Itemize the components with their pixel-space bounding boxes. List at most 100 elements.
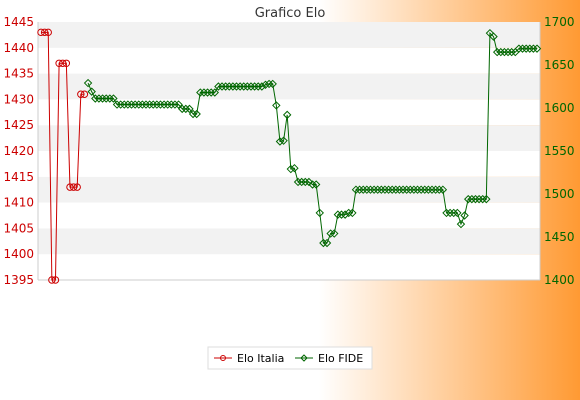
- left-tick-label: 1445: [3, 15, 34, 29]
- data-point: [391, 185, 401, 194]
- data-point: [181, 104, 191, 114]
- data-point: [308, 180, 317, 189]
- right-axis-ticks: 1400 1450 1500 1550 1600 1650 1700: [544, 15, 575, 287]
- data-point: [188, 109, 198, 119]
- left-tick-label: 1395: [3, 273, 34, 287]
- right-tick-label: 1650: [544, 58, 575, 72]
- data-point: [206, 88, 216, 97]
- data-point: [521, 44, 531, 53]
- series-layer: [37, 28, 542, 284]
- data-point: [297, 177, 306, 187]
- data-point: [275, 137, 285, 146]
- data-point: [384, 185, 393, 194]
- data-point: [101, 94, 111, 103]
- data-point: [449, 208, 458, 218]
- data-point: [192, 109, 201, 119]
- data-point: [413, 185, 422, 194]
- data-point: [424, 185, 433, 194]
- data-point: [152, 100, 162, 109]
- data-point: [373, 185, 382, 194]
- data-point: [344, 208, 353, 218]
- data-point: [170, 100, 180, 109]
- data-point: [398, 185, 408, 194]
- plot-background: [37, 22, 541, 281]
- data-point: [48, 276, 56, 284]
- legend-italia-marker: [220, 355, 226, 361]
- data-point: [529, 44, 538, 53]
- right-tick-label: 1400: [544, 273, 575, 287]
- data-point: [272, 101, 281, 110]
- data-point: [261, 80, 270, 89]
- data-point: [141, 100, 151, 109]
- data-point: [109, 94, 118, 103]
- series-elo-fide: [83, 28, 542, 248]
- right-tick-label: 1450: [544, 230, 575, 244]
- data-point: [217, 82, 227, 91]
- data-point: [83, 78, 93, 88]
- data-point: [59, 59, 67, 67]
- data-point: [264, 79, 274, 89]
- data-point: [80, 90, 89, 98]
- data-point: [359, 185, 368, 194]
- series-elo-italia: [37, 28, 89, 284]
- data-point: [123, 100, 133, 109]
- data-point: [406, 185, 415, 194]
- data-point: [159, 100, 169, 109]
- data-point: [322, 238, 332, 248]
- data-point: [203, 88, 212, 97]
- grid-band: [38, 99, 540, 126]
- data-point: [116, 100, 125, 109]
- data-point: [478, 194, 487, 204]
- data-point: [416, 185, 426, 194]
- data-point: [402, 185, 411, 194]
- data-point: [467, 194, 477, 204]
- data-point: [37, 28, 45, 37]
- left-tick-label: 1410: [3, 196, 34, 210]
- data-point: [427, 185, 437, 194]
- grid-band: [38, 73, 540, 100]
- data-point: [69, 183, 78, 191]
- data-point: [366, 185, 375, 194]
- data-point: [503, 47, 513, 57]
- data-point: [290, 163, 299, 173]
- data-point: [177, 104, 187, 114]
- data-point: [514, 44, 524, 53]
- grid-band: [38, 176, 540, 203]
- data-point: [130, 100, 140, 109]
- data-point: [268, 79, 277, 89]
- data-point: [98, 94, 107, 103]
- data-point: [507, 47, 516, 57]
- data-point: [489, 32, 498, 41]
- data-point: [456, 219, 466, 229]
- left-tick-label: 1400: [3, 247, 34, 261]
- data-point: [471, 194, 480, 204]
- left-tick-label: 1425: [3, 118, 34, 132]
- legend-fide-marker: [300, 354, 308, 362]
- data-point: [257, 82, 267, 91]
- data-point: [351, 185, 361, 194]
- data-point: [138, 100, 147, 109]
- data-point: [246, 82, 256, 91]
- data-point: [73, 183, 81, 191]
- data-point: [239, 82, 248, 91]
- left-tick-label: 1415: [3, 170, 34, 184]
- data-point: [167, 100, 176, 109]
- data-point: [44, 28, 52, 37]
- data-point: [87, 87, 96, 96]
- data-point: [40, 28, 49, 37]
- data-point: [420, 185, 429, 194]
- legend-italia-label: Elo Italia: [237, 352, 284, 365]
- data-point: [474, 194, 484, 204]
- data-point: [185, 104, 194, 114]
- data-point: [348, 208, 357, 218]
- legend-box: [207, 346, 373, 370]
- data-point: [315, 208, 324, 218]
- data-point: [55, 59, 63, 67]
- left-tick-label: 1435: [3, 67, 34, 81]
- data-point: [210, 88, 219, 97]
- data-point: [105, 94, 114, 103]
- data-point: [120, 100, 129, 109]
- data-point: [377, 185, 386, 194]
